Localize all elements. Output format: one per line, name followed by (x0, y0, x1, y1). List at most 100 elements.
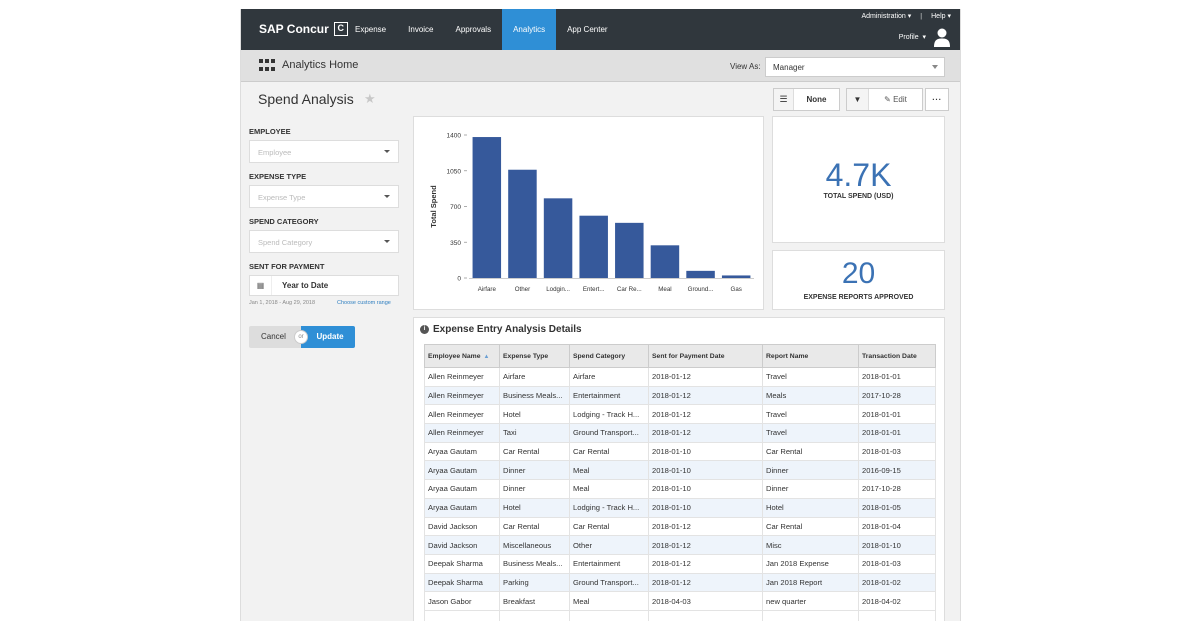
analytics-home-title[interactable]: Analytics Home (282, 59, 359, 71)
table-row[interactable]: Aryaa Gautam Dinner Meal 2018-01-10 Dinner 20… (424, 460, 936, 481)
table-row[interactable]: Aryaa Gautam Hotel Lodging - Track H... 201… (424, 497, 936, 518)
profile-menu[interactable]: Profile ▾ (898, 34, 926, 41)
table-row[interactable]: Aryaa Gautam Car Rental Car Rental 2018-01-… (424, 441, 936, 462)
column-header[interactable]: Spend Category (569, 344, 649, 368)
spend-bar-chart: 0 350 700 1050 1400 Total Spend Airfare Other Lo… (429, 133, 754, 293)
cancel-button[interactable]: Cancel (249, 326, 309, 348)
update-button[interactable]: Update (301, 326, 355, 348)
nav-tab-app-center[interactable]: App Center (567, 25, 608, 34)
table-cell: Other (569, 535, 649, 555)
bar-carre[interactable] (615, 222, 644, 278)
table-row[interactable]: David Jackson Miscellaneous Other 2018-01-1… (424, 535, 936, 555)
total-spend-card[interactable]: 4.7K TOTAL SPEND (USD) (772, 116, 945, 243)
bar-entert[interactable] (579, 215, 608, 278)
table-cell: 2018-01-12 (648, 516, 763, 537)
details-table-panel: i Expense Entry Analysis Details Employe… (413, 317, 945, 621)
reports-approved-label: EXPENSE REPORTS APPROVED (803, 294, 914, 301)
y-tick-label: 350 (450, 240, 461, 247)
table-cell: 2018-01-12 (648, 367, 763, 387)
nav-tab-expense[interactable]: Expense (355, 25, 387, 34)
table-cell: David Jackson (424, 516, 500, 537)
expense-type-select[interactable]: Expense Type (249, 185, 399, 208)
spend-category-select[interactable]: Spend Category (249, 230, 399, 253)
table-cell: Lodging - Track H... (569, 404, 649, 425)
table-row[interactable]: David Jackson Car Rental Car Rental 2018-01… (424, 516, 936, 537)
favorite-star-icon[interactable]: ★ (364, 91, 376, 106)
avatar-icon[interactable] (934, 27, 950, 47)
filter-icon[interactable]: ▼ (847, 89, 869, 110)
table-cell: Car Rental (569, 516, 649, 537)
more-options-button[interactable]: ··· (925, 88, 949, 111)
table-cell: 2018-01-01 (858, 367, 936, 387)
bar-ground[interactable] (686, 270, 715, 278)
expense-type-filter-label: EXPENSE TYPE (249, 172, 307, 181)
bar-other[interactable] (508, 169, 537, 278)
table-row[interactable]: Aryaa Gautam Dinner Meal 2018-01-10 Dinner 20… (424, 479, 936, 499)
dataset-selector[interactable]: ☰ None (773, 88, 840, 111)
help-menu[interactable]: Help ▾ (931, 13, 951, 20)
sort-ascending-icon[interactable]: ▲ (483, 353, 490, 360)
apps-grid-icon[interactable] (259, 59, 275, 73)
view-as-label: View As: (730, 62, 761, 71)
chevron-down-icon (384, 150, 390, 153)
table-row[interactable]: Allen Reinmeyer Business Meals... Entertai… (424, 385, 936, 406)
info-icon[interactable]: i (420, 325, 429, 334)
table-cell: Parking (499, 572, 570, 593)
table-cell: Car Rental (499, 516, 570, 537)
bar-airfare[interactable] (472, 137, 502, 278)
reports-approved-value: 20 (841, 257, 876, 290)
bar-gas[interactable] (721, 275, 751, 278)
column-header[interactable]: Report Name (762, 344, 859, 368)
table-cell: 2018-01-05 (858, 497, 936, 518)
x-tick-label: Airfare (478, 286, 497, 293)
view-as-select[interactable]: Manager (765, 57, 945, 77)
administration-menu[interactable]: Administration ▾ (861, 13, 912, 20)
nav-tab-invoice[interactable]: Invoice (408, 25, 434, 34)
filter-actions: Cancel Update or (249, 326, 355, 348)
x-tick-label: Gas (731, 286, 742, 293)
table-row[interactable]: Allen Reinmeyer Airfare Airfare 2018-01-12 T… (424, 367, 936, 387)
table-title: i Expense Entry Analysis Details (420, 324, 582, 335)
table-cell: Meals (762, 385, 859, 406)
table-row[interactable]: Jason Gabor Breakfast Meal 2018-04-03 new qu… (424, 591, 936, 611)
column-header[interactable]: Expense Type (499, 344, 570, 368)
table-cell: 2018-01-10 (648, 497, 763, 518)
table-cell: Allen Reinmeyer (424, 404, 500, 425)
nav-tab-analytics[interactable]: Analytics (502, 9, 557, 50)
table-cell: Travel (762, 367, 859, 387)
date-range-select[interactable]: ▦ Year to Date (249, 275, 399, 296)
table-cell: Misc (762, 535, 859, 555)
column-header[interactable]: Employee Name ▲ (424, 344, 500, 368)
employee-select[interactable]: Employee (249, 140, 399, 163)
choose-custom-range-link[interactable]: Choose custom range (337, 300, 391, 306)
table-cell: Lodging - Track H... (569, 497, 649, 518)
bar-meal[interactable] (650, 245, 680, 278)
y-axis-label: Total Spend (429, 185, 438, 228)
table-cell (424, 609, 500, 621)
date-range-value: Year to Date (282, 281, 329, 290)
table-cell: Deepak Sharma (424, 553, 500, 574)
employee-filter-label: EMPLOYEE (249, 127, 291, 136)
brand-logo[interactable]: SAP Concur C (259, 22, 348, 36)
table-cell: Business Meals... (499, 385, 570, 406)
expense-type-placeholder: Expense Type (258, 193, 306, 202)
column-header[interactable]: Sent for Payment Date (648, 344, 763, 368)
bar-lodgin[interactable] (543, 198, 573, 278)
x-tick-label: Other (515, 286, 530, 293)
table-cell: Deepak Sharma (424, 572, 500, 593)
edit-button[interactable]: ✎ Edit (884, 95, 907, 104)
brand-name: SAP Concur (259, 22, 329, 36)
y-tick-label: 0 (457, 276, 461, 283)
table-row[interactable]: Deepak Sharma Parking Ground Transport... 2… (424, 572, 936, 593)
table-cell: Miscellaneous (499, 535, 570, 555)
table-header-row: Employee Name ▲ Expense Type Spend Category… (424, 344, 936, 368)
x-tick-label: Entert... (583, 286, 605, 293)
table-row[interactable]: Allen Reinmeyer Hotel Lodging - Track H...… (424, 404, 936, 425)
table-row[interactable]: Deepak Sharma Business Meals... Entertainm… (424, 553, 936, 574)
column-header[interactable]: Transaction Date (858, 344, 936, 368)
reports-approved-card[interactable]: 20 EXPENSE REPORTS APPROVED (772, 250, 945, 310)
chevron-down-icon (384, 195, 390, 198)
nav-tab-approvals[interactable]: Approvals (455, 25, 492, 34)
table-cell: Taxi (499, 423, 570, 443)
table-row[interactable]: Allen Reinmeyer Taxi Ground Transport... 20… (424, 423, 936, 443)
